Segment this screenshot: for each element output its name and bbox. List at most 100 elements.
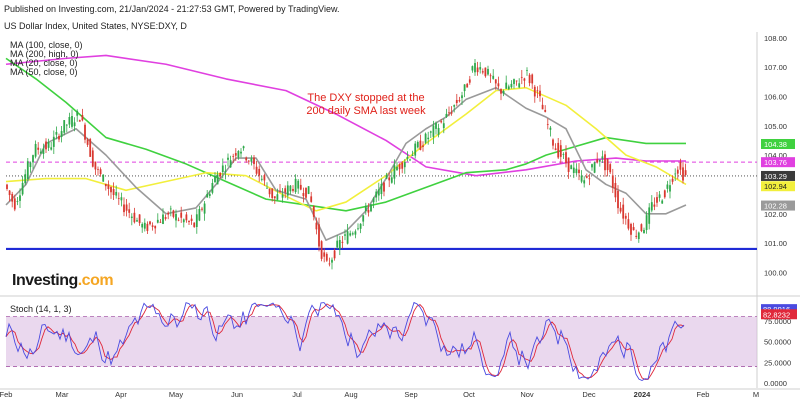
x-tick-label: 2024 bbox=[634, 390, 652, 399]
candle-body bbox=[237, 150, 240, 158]
candle-body bbox=[219, 172, 222, 177]
price-tag-label: 103.76 bbox=[764, 158, 787, 167]
candle-body bbox=[320, 241, 323, 259]
candle-body bbox=[471, 66, 474, 71]
candle-body bbox=[169, 208, 172, 210]
candle-body bbox=[442, 123, 445, 128]
stoch-band bbox=[6, 316, 757, 367]
candle-body bbox=[149, 221, 151, 225]
price-tag bbox=[761, 138, 795, 149]
candle-body bbox=[333, 250, 336, 259]
candle-body bbox=[476, 67, 479, 73]
candle-body bbox=[489, 75, 492, 77]
candle-body bbox=[640, 224, 643, 231]
x-tick-label: Feb bbox=[0, 390, 12, 399]
candle-body bbox=[453, 105, 456, 107]
price-tag bbox=[761, 170, 795, 181]
stoch-y-tick: 75.0000 bbox=[764, 317, 791, 326]
candle-body bbox=[614, 182, 617, 198]
candle-body bbox=[617, 190, 619, 209]
candle-body bbox=[115, 191, 118, 196]
candle-body bbox=[162, 214, 164, 224]
candle-body bbox=[484, 67, 487, 77]
price-tag-label: 104.38 bbox=[764, 140, 787, 149]
x-tick-label: Mar bbox=[56, 390, 69, 399]
candle-body bbox=[416, 141, 419, 148]
candle-body bbox=[630, 223, 632, 235]
candle-body bbox=[637, 232, 640, 240]
candle-body bbox=[37, 147, 40, 150]
x-tick-label: Dec bbox=[582, 390, 596, 399]
logo-suffix: .com bbox=[77, 272, 114, 289]
candle-body bbox=[247, 160, 250, 162]
candle-body bbox=[58, 136, 60, 140]
candle-body bbox=[658, 194, 661, 198]
candle-body bbox=[203, 203, 206, 214]
candle-body bbox=[398, 164, 401, 170]
candle-body bbox=[91, 150, 94, 167]
candle-body bbox=[437, 127, 440, 135]
stoch-label: Stoch (14, 1, 3) bbox=[10, 304, 72, 314]
candle-body bbox=[390, 177, 393, 183]
candle-body bbox=[123, 204, 125, 213]
candle-body bbox=[635, 235, 638, 237]
candle-body bbox=[164, 217, 167, 219]
candle-body bbox=[78, 120, 81, 122]
candle-body bbox=[299, 184, 302, 190]
candle-body bbox=[107, 184, 110, 190]
candle-body bbox=[479, 67, 482, 70]
candle-body bbox=[372, 198, 375, 203]
candle-body bbox=[604, 154, 606, 171]
candle-body bbox=[154, 225, 157, 229]
y-tick-label: 107.00 bbox=[764, 63, 787, 72]
candle-body bbox=[596, 159, 599, 163]
candle-body bbox=[349, 233, 352, 236]
candle-body bbox=[359, 223, 362, 229]
candle-body bbox=[364, 205, 367, 212]
candle-body bbox=[39, 151, 42, 154]
candle-body bbox=[16, 201, 19, 202]
candle-body bbox=[34, 143, 37, 157]
candle-body bbox=[19, 195, 21, 201]
annotation-line-1: The DXY stopped at the bbox=[307, 92, 425, 104]
candle-body bbox=[198, 208, 201, 221]
candle-body bbox=[185, 214, 188, 221]
candle-body bbox=[531, 74, 534, 84]
candle-body bbox=[11, 193, 14, 202]
candle-body bbox=[554, 148, 557, 151]
candle-body bbox=[403, 162, 406, 168]
candle-body bbox=[474, 63, 476, 73]
candle-body bbox=[71, 116, 73, 127]
x-tick-label: Nov bbox=[520, 390, 534, 399]
candle-body bbox=[146, 223, 149, 231]
candle-body bbox=[175, 213, 177, 221]
y-tick-label: 100.00 bbox=[764, 268, 787, 277]
candle-body bbox=[89, 139, 92, 157]
candle-body bbox=[156, 219, 159, 223]
candle-body bbox=[565, 152, 567, 164]
candle-body bbox=[271, 188, 274, 198]
candle-body bbox=[250, 158, 253, 162]
candle-body bbox=[370, 204, 372, 212]
candle-body bbox=[341, 241, 344, 243]
candle-body bbox=[682, 167, 684, 181]
candle-body bbox=[63, 120, 66, 133]
candle-body bbox=[619, 207, 622, 212]
candle-body bbox=[211, 182, 214, 193]
candle-body bbox=[656, 197, 658, 203]
candle-body bbox=[419, 140, 422, 150]
candle-body bbox=[331, 259, 333, 263]
candle-body bbox=[208, 193, 211, 196]
candle-body bbox=[344, 234, 346, 236]
candle-body bbox=[580, 175, 583, 182]
candle-body bbox=[97, 168, 99, 170]
candle-body bbox=[435, 122, 437, 129]
x-tick-label: Jun bbox=[231, 390, 243, 399]
candle-body bbox=[502, 90, 505, 94]
candle-body bbox=[466, 83, 469, 88]
candle-body bbox=[201, 208, 203, 210]
candle-body bbox=[159, 221, 162, 223]
candle-body bbox=[143, 222, 146, 229]
candle-body bbox=[611, 175, 614, 188]
candle-body bbox=[86, 139, 89, 145]
